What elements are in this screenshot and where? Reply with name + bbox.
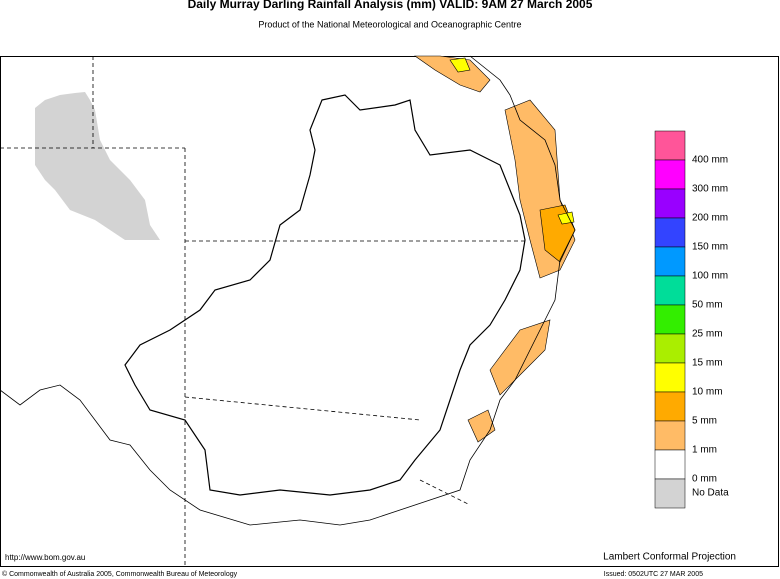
legend-label: 15 mm — [692, 358, 723, 369]
legend-swatch — [654, 304, 686, 335]
legend-label: 200 mm — [692, 213, 728, 224]
rain-area — [449, 57, 471, 73]
legend-label: 10 mm — [692, 387, 723, 398]
state-borders — [0, 56, 525, 566]
legend-swatch — [654, 188, 686, 219]
legend: 400 mm 300 mm 200 mm 150 mm 100 mm 50 mm 25 mm… — [654, 130, 729, 509]
legend-swatch — [654, 478, 686, 509]
legend-swatch — [654, 449, 686, 480]
issued: Issued: 0502UTC 27 MAR 2005 — [604, 571, 703, 578]
rain-area — [467, 409, 496, 443]
projection: Lambert Conformal Projection — [603, 552, 736, 563]
title: Daily Murray Darling Rainfall Analysis (… — [188, 0, 593, 11]
legend-label: 100 mm — [692, 271, 728, 282]
legend-label: 1 mm — [692, 445, 717, 456]
legend-swatch — [654, 420, 686, 451]
subtitle: Product of the National Meteorological a… — [258, 19, 521, 29]
basin-outline — [124, 94, 526, 496]
legend-swatch — [654, 391, 686, 422]
legend-label: 300 mm — [692, 184, 728, 195]
legend-label: 400 mm — [692, 155, 728, 166]
legend-swatch — [654, 275, 686, 306]
legend-swatch — [654, 362, 686, 393]
rain-area — [414, 55, 491, 93]
no-data-area — [35, 92, 160, 240]
map — [0, 55, 779, 567]
legend-swatch — [654, 130, 686, 161]
copyright: © Commonwealth of Australia 2005, Common… — [2, 570, 238, 578]
map-frame — [0, 56, 779, 567]
rain-area — [489, 319, 551, 396]
legend-label: 50 mm — [692, 300, 723, 311]
coastline — [0, 55, 576, 526]
legend-label: No Data — [692, 488, 729, 499]
legend-label: 0 mm — [692, 474, 717, 485]
legend-swatch — [654, 159, 686, 190]
legend-swatch — [654, 217, 686, 248]
legend-label: 5 mm — [692, 416, 717, 427]
rain-area — [557, 211, 575, 225]
legend-swatch — [654, 333, 686, 364]
legend-label: 150 mm — [692, 242, 728, 253]
legend-label: 25 mm — [692, 329, 723, 340]
source-url: http://www.bom.gov.au — [5, 553, 85, 562]
legend-swatch — [654, 246, 686, 277]
